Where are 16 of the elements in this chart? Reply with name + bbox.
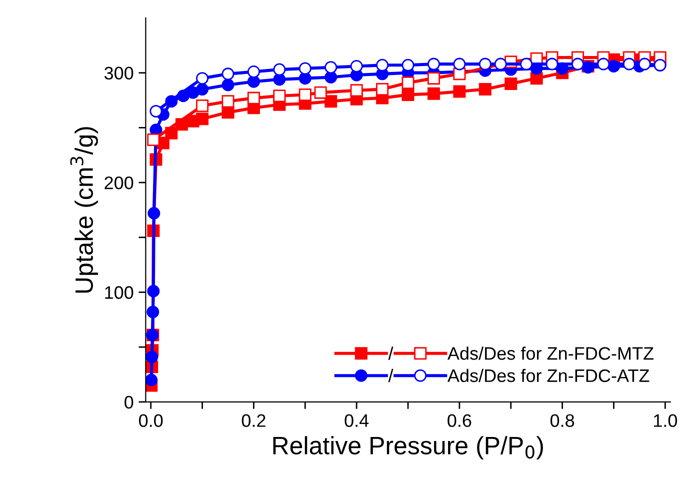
x-tick-label: 0.8: [550, 414, 574, 427]
x-tick-label: 0.2: [242, 414, 266, 427]
x-tick-label: 0.0: [138, 414, 163, 427]
x-tick-label: 1.0: [654, 414, 678, 427]
x-tick-label: 0.4: [344, 414, 369, 427]
y-axis-title: Uptake (cm$^{3}$/g): [70, 127, 98, 293]
y-tick-label: 300: [104, 66, 134, 80]
y-tick-label: 100: [105, 286, 134, 299]
legend-label: Ads/Des for Zn-FDC-MTZ: [447, 346, 654, 360]
x-tick-label: 0.6: [448, 414, 472, 427]
y-tick-label: 0: [124, 396, 134, 409]
legend-label: Ads/Des for Zn-FDC-ATZ: [447, 368, 650, 382]
y-tick-label: 200: [104, 176, 134, 190]
x-axis-title: Relative Pressure (P/P$_{0}$): [273, 436, 543, 460]
legend-label: /: [388, 346, 394, 360]
legend-label: /: [388, 368, 394, 382]
